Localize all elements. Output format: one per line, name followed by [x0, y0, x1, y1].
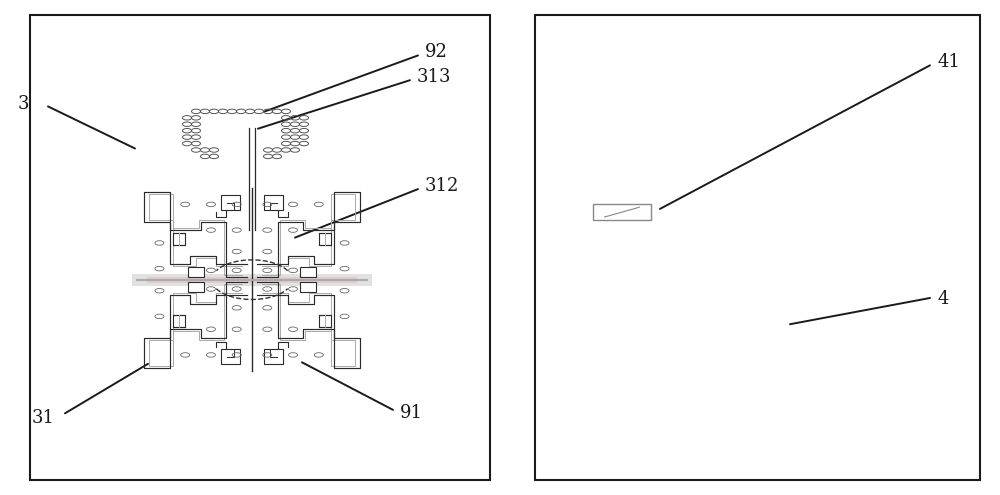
Bar [30, 15, 490, 480]
Bar [221, 349, 240, 364]
Bar [300, 282, 316, 293]
Bar [188, 282, 204, 293]
Bar [319, 315, 331, 327]
Text: 4: 4 [937, 291, 948, 308]
Bar [173, 233, 185, 245]
Bar [300, 267, 316, 277]
Bar [264, 349, 283, 364]
Bar [535, 15, 980, 480]
Bar [132, 274, 372, 286]
Text: 41: 41 [937, 53, 960, 71]
Text: 312: 312 [425, 177, 459, 195]
Bar [593, 204, 651, 220]
Bar [147, 277, 357, 283]
Text: 92: 92 [425, 43, 448, 61]
Bar [221, 195, 240, 210]
Text: 313: 313 [417, 68, 452, 86]
Text: 3: 3 [18, 95, 30, 113]
Bar [188, 267, 204, 277]
Text: 91: 91 [400, 404, 423, 422]
Bar [173, 315, 185, 327]
Bar [264, 195, 283, 210]
Text: 31: 31 [32, 409, 55, 427]
Bar [319, 233, 331, 245]
